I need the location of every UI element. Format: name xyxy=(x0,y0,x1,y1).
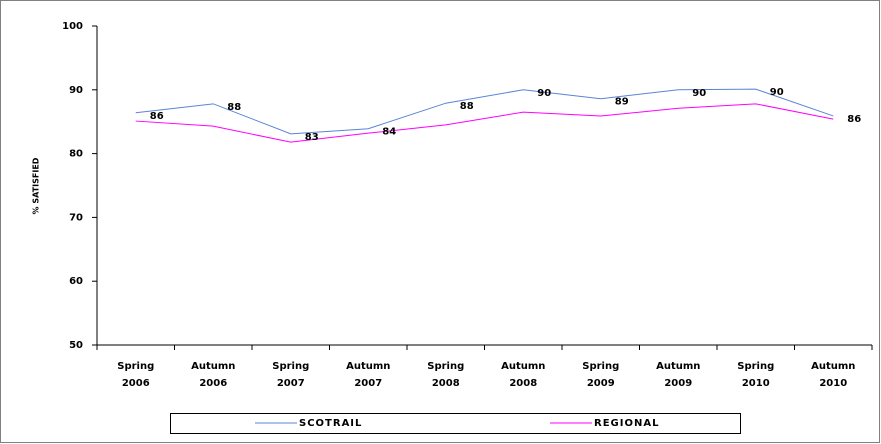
y-tick-label: 80 xyxy=(69,149,83,160)
x-tick-label: Spring xyxy=(117,361,154,372)
x-tick-label: Spring xyxy=(272,361,309,372)
y-tick-label: 60 xyxy=(69,276,83,287)
y-tick-label: 90 xyxy=(69,85,83,96)
data-label: 88 xyxy=(227,102,241,113)
series-line xyxy=(135,88,834,135)
y-axis-label: % SATISFIED xyxy=(32,157,41,214)
data-label: 90 xyxy=(770,87,784,98)
x-tick-label: 2008 xyxy=(432,378,460,389)
data-label: 88 xyxy=(460,101,474,112)
x-tick-label: Spring xyxy=(582,361,619,372)
legend-label: REGIONAL xyxy=(594,418,659,429)
x-tick-label: 2010 xyxy=(742,378,770,389)
x-tick-label: Autumn xyxy=(191,361,235,372)
x-tick-label: 2008 xyxy=(509,378,537,389)
x-tick-label: 2009 xyxy=(664,378,692,389)
x-tick-label: 2007 xyxy=(277,378,305,389)
data-label: 89 xyxy=(615,97,629,108)
x-tick-label: 2010 xyxy=(819,378,847,389)
x-tick-label: Spring xyxy=(737,361,774,372)
x-tick-label: Autumn xyxy=(501,361,545,372)
x-tick-label: Autumn xyxy=(346,361,390,372)
x-tick-label: 2009 xyxy=(587,378,615,389)
x-tick-label: Autumn xyxy=(656,361,700,372)
data-label: 83 xyxy=(305,132,319,143)
x-tick-label: 2007 xyxy=(354,378,382,389)
series-line xyxy=(135,103,834,143)
data-label: 90 xyxy=(537,88,551,99)
x-tick-label: Autumn xyxy=(811,361,855,372)
data-label: 84 xyxy=(382,127,396,138)
data-label: 86 xyxy=(150,111,164,122)
legend xyxy=(170,413,741,434)
x-tick-label: 2006 xyxy=(122,378,150,389)
y-tick-label: 100 xyxy=(62,21,83,32)
y-tick-label: 70 xyxy=(69,212,83,223)
data-label: 90 xyxy=(692,88,706,99)
x-tick-label: 2006 xyxy=(199,378,227,389)
x-tick-label: Spring xyxy=(427,361,464,372)
y-tick-label: 50 xyxy=(69,340,83,351)
data-label: 86 xyxy=(847,114,861,125)
legend-label: SCOTRAIL xyxy=(299,418,362,429)
